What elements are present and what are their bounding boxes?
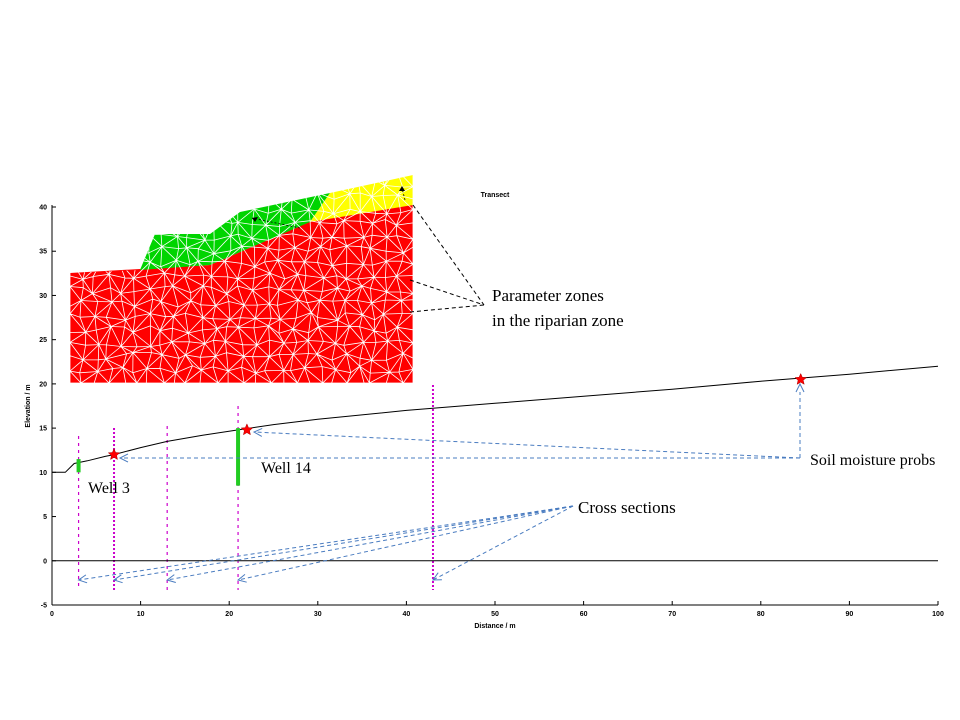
mesh-inset bbox=[70, 175, 413, 383]
y-tick-label: 25 bbox=[39, 337, 47, 344]
x-tick-label: 50 bbox=[491, 611, 499, 618]
cross-sections-label: Cross sections bbox=[578, 498, 676, 517]
zone-pointers bbox=[409, 204, 485, 313]
x-tick-label: 100 bbox=[932, 611, 944, 618]
chart-title: Transect bbox=[481, 192, 510, 199]
y-tick-label: 10 bbox=[39, 470, 47, 477]
probe-arrow-head bbox=[252, 427, 263, 437]
cross-section-arrow-head bbox=[77, 574, 88, 584]
x-ticks: 0 10 20 30 40 50 60 70 80 90 100 bbox=[50, 601, 944, 618]
well-14-label: Well 14 bbox=[261, 460, 311, 477]
parameter-zones-label-1: Parameter zones bbox=[492, 286, 604, 305]
axes: 0 10 20 30 40 50 60 70 80 90 100 -5051015202530354… bbox=[39, 205, 944, 619]
probe-arrow bbox=[253, 431, 801, 459]
x-tick-label: 80 bbox=[757, 611, 765, 618]
soil-moisture-label: Soil moisture probs bbox=[810, 452, 935, 469]
cross-section-arrow bbox=[167, 505, 574, 581]
x-tick-label: 40 bbox=[403, 611, 411, 618]
probe-arrow-head bbox=[795, 382, 805, 393]
inset-arrows bbox=[251, 187, 406, 229]
x-tick-label: 70 bbox=[668, 611, 676, 618]
x-tick-label: 0 bbox=[50, 611, 54, 618]
y-tick-label: 5 bbox=[43, 514, 47, 521]
x-tick-label: 30 bbox=[314, 611, 322, 618]
cross-section-arrow-head bbox=[112, 574, 123, 584]
y-tick-label: 30 bbox=[39, 293, 47, 300]
y-ticks: -5 0 5 10 15 20 25 30 35 40 bbox=[39, 205, 56, 610]
well-3-label: Well 3 bbox=[88, 480, 130, 497]
probe-arrow-head bbox=[118, 453, 129, 463]
y-tick-label: 15 bbox=[39, 426, 47, 433]
x-tick-label: 60 bbox=[580, 611, 588, 618]
cross-section-arrow-head bbox=[431, 572, 442, 581]
inset-arrowhead bbox=[252, 217, 258, 222]
soil-moisture-probe bbox=[107, 447, 121, 461]
y-tick-label: 35 bbox=[39, 249, 47, 256]
cross-section-arrow bbox=[78, 505, 574, 581]
x-axis-label: Distance / m bbox=[474, 623, 515, 630]
cross-section-arrow bbox=[113, 505, 574, 581]
x-tick-label: 90 bbox=[846, 611, 854, 618]
x-tick-label: 20 bbox=[225, 611, 233, 618]
cross-section-arrow bbox=[237, 505, 574, 581]
inset-arrowhead bbox=[399, 186, 405, 191]
cross-section-arrow-head bbox=[236, 574, 247, 583]
y-tick-label: 40 bbox=[39, 205, 47, 212]
y-tick-label: 0 bbox=[43, 558, 47, 565]
y-tick-label: 20 bbox=[39, 381, 47, 388]
soil-moisture-probe bbox=[240, 423, 254, 436]
soil-moisture-probe bbox=[794, 372, 808, 385]
y-tick-label: -5 bbox=[41, 603, 47, 610]
cross-section-arrow-head bbox=[166, 574, 176, 583]
plot-area bbox=[52, 365, 939, 590]
parameter-zones-label-2: in the riparian zone bbox=[492, 311, 624, 330]
y-axis-label: Elevation / m bbox=[25, 384, 32, 427]
cross-section-arrow bbox=[432, 505, 574, 581]
x-tick-label: 10 bbox=[137, 611, 145, 618]
